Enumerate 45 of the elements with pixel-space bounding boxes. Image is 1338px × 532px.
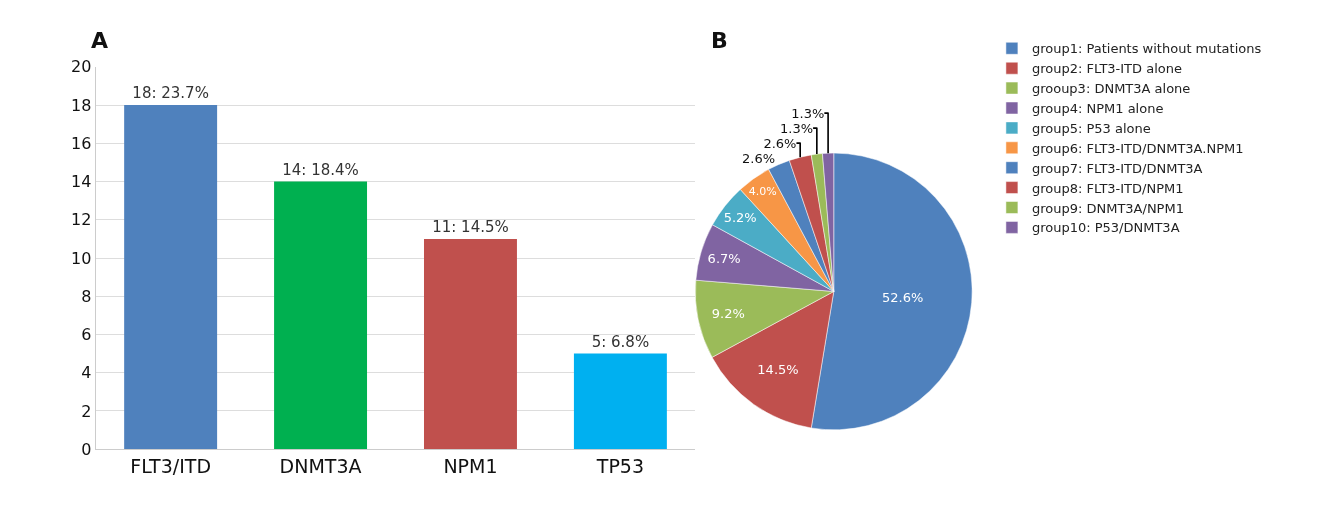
data-label: 6.7% [707,250,741,266]
legend-label: group2: FLT3-ITD alone [1031,61,1182,77]
data-label: 9.2% [711,306,745,322]
y-tick-label: 8 [81,286,92,306]
legend-label: group4: NPM1 alone [1031,101,1164,117]
bar [274,181,368,450]
legend-label: group9: DNMT3A/NPM1 [1031,200,1184,216]
chart-title: B [711,28,728,53]
legend-label: grooup3: DNMT3A alone [1031,81,1191,97]
legend-label: group6: FLT3-ITD/DNMT3A.NPM1 [1031,140,1244,156]
y-tick-label: 2 [81,401,92,421]
y-tick-label: 12 [71,210,92,230]
data-label: 2.6% [763,135,797,151]
legend-label: group10: P53/DNMT3A [1031,220,1180,236]
x-tick-label: TP53 [595,455,645,477]
y-tick-label: 16 [71,133,92,153]
data-label: 18: 23.7% [132,84,209,103]
legend-label: group8: FLT3-ITD/NPM1 [1031,180,1184,196]
data-label: 5.2% [723,210,757,226]
data-label: 4.0% [748,184,777,198]
y-tick-label: 18 [71,95,92,115]
data-label: 11: 14.5% [432,217,509,236]
bar [424,238,517,450]
y-tick-label: 14 [71,172,92,192]
legend-label: group7: FLT3-ITD/DNMT3A [1031,160,1203,176]
data-label: 52.6% [882,289,924,305]
x-tick-label: DNMT3A [279,455,362,477]
data-label: 2.6% [742,150,776,166]
legend-label: group1: Patients without mutations [1031,41,1262,57]
data-label: 14.5% [757,362,799,378]
legend-label: group5: P53 alone [1031,120,1151,136]
data-label: 1.3% [791,105,825,121]
x-tick-label: FLT3/ITD [130,455,212,477]
y-tick-label: 6 [81,325,92,345]
data-label: 5: 6.8% [591,332,650,351]
data-label: 14: 18.4% [282,160,359,179]
bar [124,105,218,450]
y-tick-label: 10 [71,248,92,268]
x-tick-label: NPM1 [443,455,498,477]
data-label: 1.3% [780,120,814,136]
bar [573,353,667,450]
y-tick-label: 20 [71,57,92,77]
y-tick-label: 4 [81,363,92,383]
chart-title: A [91,28,109,53]
y-tick-label: 0 [81,439,92,459]
